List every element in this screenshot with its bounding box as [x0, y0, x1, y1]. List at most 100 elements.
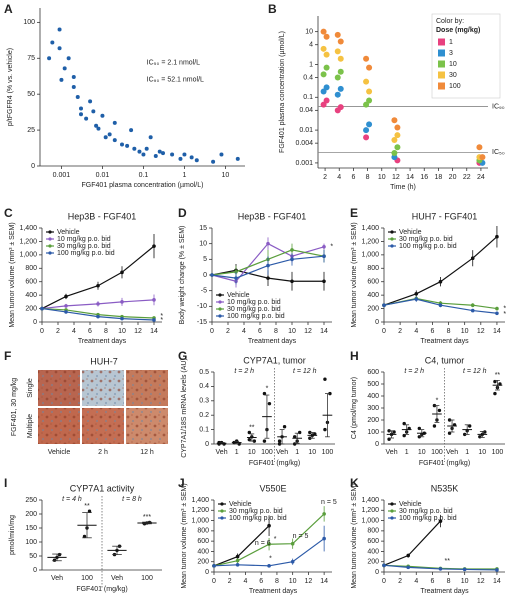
point: [462, 567, 467, 572]
legend-marker: [218, 307, 222, 311]
point: [394, 132, 401, 139]
point: [87, 509, 92, 513]
point: [363, 134, 370, 141]
x-tick-label: 8: [104, 328, 108, 335]
point: [391, 150, 398, 157]
point: [495, 311, 499, 316]
point: [290, 279, 294, 284]
x-axis-label: Treatment days: [249, 588, 298, 595]
point: [234, 276, 238, 280]
point: [282, 425, 287, 429]
y-tick-label: 100: [23, 19, 35, 26]
point: [152, 298, 156, 302]
point: [57, 552, 62, 557]
y-tick-label: 0: [375, 441, 379, 448]
x-tick-label: 10: [461, 578, 469, 585]
x-tick-label: 12: [134, 328, 142, 335]
legend-marker: [218, 300, 222, 304]
significance: *: [436, 397, 439, 404]
point: [363, 55, 370, 62]
y-tick-label: 0.2: [199, 412, 209, 419]
point: [391, 136, 398, 143]
x-tick-label: 12: [304, 328, 312, 335]
panel-letter: B: [268, 2, 277, 16]
point: [337, 104, 344, 111]
y-tick-label: 250: [25, 497, 37, 504]
x-tick-label: 10: [288, 328, 296, 335]
point: [414, 292, 419, 296]
point: [308, 436, 312, 440]
panel: E HUH7 - FGF401 0 200 400 600 800 1,000 1,200 1,4…: [350, 206, 506, 345]
annotation: IC₅₀ = 2.1 nmol/L: [147, 59, 200, 66]
y-tick-label: 800: [367, 265, 379, 272]
y-tick-label: 0: [375, 569, 379, 576]
x-axis-label: Treatment days: [420, 338, 469, 345]
panel-title: HUH7 - FGF401: [412, 211, 478, 221]
y-axis-label: Body weight change (% ± SEM): [179, 226, 186, 325]
point: [79, 112, 83, 117]
significance: ***: [143, 514, 151, 521]
point: [88, 99, 93, 104]
x-tick-label: 10: [308, 449, 316, 456]
y-tick-label: 1,400: [361, 497, 379, 504]
x-tick-label: 2: [323, 174, 327, 181]
x-axis-label: FGF401 (mg/kg): [76, 586, 127, 593]
point: [297, 430, 302, 435]
y-tick-label: -10: [197, 303, 207, 310]
annotation: IC₉₀ = 52.1 nmol/L: [147, 77, 204, 84]
point: [470, 256, 475, 261]
panel-title: Hep3B - FGF401: [238, 211, 307, 221]
point: [132, 146, 137, 151]
y-tick-label: 800: [25, 265, 37, 272]
panel-letter: J: [178, 476, 185, 490]
point: [462, 432, 467, 437]
y-tick-label: 0.4: [303, 74, 313, 81]
point: [262, 391, 267, 396]
point: [363, 127, 370, 134]
point: [470, 303, 475, 308]
y-tick-label: 75: [27, 55, 35, 62]
panel-f: F HUH-7 FGF401, 30 mg/kg Single Multiple…: [4, 349, 168, 456]
legend-marker: [390, 502, 394, 506]
point: [394, 144, 401, 151]
annotation: n = 5: [293, 533, 309, 540]
point: [432, 424, 437, 428]
point: [334, 48, 341, 55]
annotation: *: [160, 313, 163, 320]
panel-letter: E: [350, 206, 358, 220]
x-tick-label: 14: [406, 174, 414, 181]
point: [313, 432, 317, 436]
point: [323, 51, 330, 58]
x-axis-label: FGF401 (mg/kg): [249, 460, 300, 467]
legend-label: 10: [449, 61, 457, 68]
x-tick-label: 100: [261, 449, 273, 456]
point: [235, 156, 240, 161]
legend-swatch: [438, 60, 445, 68]
x-tick-label: 1: [295, 449, 299, 456]
point: [79, 106, 83, 111]
panel: D Hep3B - FGF401 -15 -10 -5 0 5 10 15 Body weight…: [178, 206, 333, 345]
point: [96, 283, 100, 288]
legend-label: 30 mg/kg p.o. bid: [229, 508, 283, 515]
y-tick-label: -5: [201, 288, 207, 295]
point: [290, 559, 295, 564]
y-tick-label: 0.4: [199, 383, 209, 390]
legend-label: 100 mg/kg p.o. bid: [229, 515, 287, 522]
panel-title: CYP7A1 activity: [70, 483, 135, 493]
panel-title: V550E: [259, 483, 286, 493]
point: [57, 27, 62, 32]
point: [493, 391, 497, 396]
point: [391, 117, 398, 124]
y-tick-label: 0.5: [199, 369, 209, 376]
x-tick-label: 4: [244, 578, 248, 585]
point: [438, 279, 443, 284]
point: [366, 64, 373, 71]
point: [210, 273, 214, 277]
point: [447, 418, 452, 422]
annotation: *: [503, 311, 506, 318]
point: [382, 563, 386, 568]
legend-label: 10 mg/kg p.o. bid: [57, 236, 111, 243]
micrograph-texture: [82, 408, 124, 444]
micrograph-texture: [38, 370, 80, 406]
